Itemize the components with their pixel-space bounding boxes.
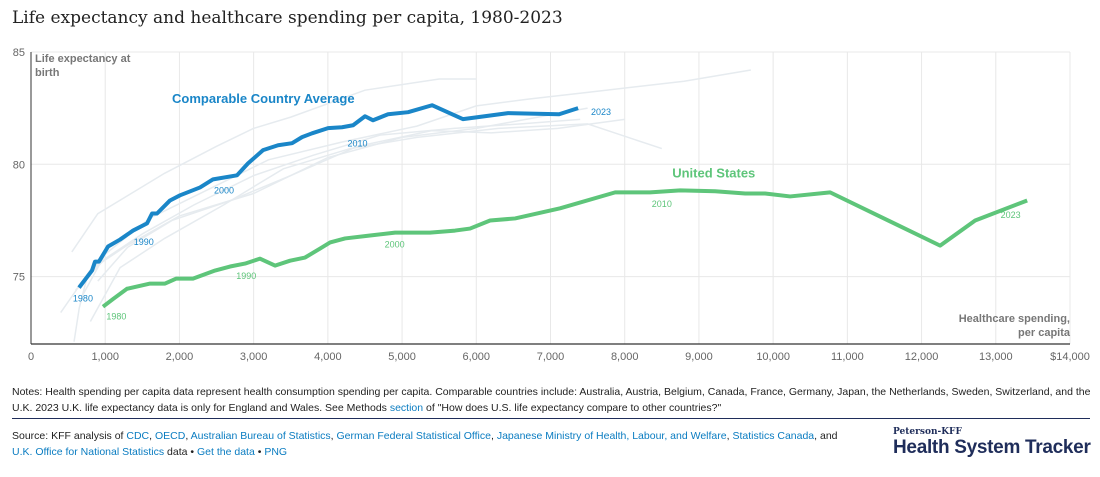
x-tick-label: $14,000: [1050, 351, 1090, 363]
source-link-japan-mhlw[interactable]: Japanese Ministry of Health, Labour, and…: [496, 430, 727, 442]
x-axis-title: Healthcare spending,: [959, 313, 1070, 325]
sep: ,: [490, 430, 497, 442]
x-tick-label: 2,000: [166, 351, 194, 363]
x-tick-label: 12,000: [905, 351, 939, 363]
y-tick-label: 75: [13, 272, 25, 284]
x-tick-label: 10,000: [756, 351, 790, 363]
comparable-country-line: [74, 118, 581, 291]
source: Source: KFF analysis of CDC, OECD, Austr…: [12, 428, 852, 460]
united-states-year-label: 2010: [652, 199, 672, 209]
united-states-year-label: 2000: [385, 239, 405, 249]
notes-text-end: of "How does U.S. life expectancy compar…: [423, 402, 722, 414]
united-states-label: United States: [672, 165, 755, 180]
united-states-year-label: 2023: [1001, 210, 1021, 220]
x-tick-label: 6,000: [463, 351, 491, 363]
comparable-country-average-year-label: 2023: [591, 107, 611, 117]
y-tick-label: 85: [13, 47, 25, 59]
comparable-country-line: [97, 118, 625, 282]
comparable-country-line: [71, 78, 477, 253]
united-states-year-label: 1990: [236, 271, 256, 281]
comparable-country-average-year-label: 1990: [134, 237, 154, 247]
x-tick-label: 8,000: [611, 351, 639, 363]
x-tick-label: 11,000: [831, 351, 864, 363]
get-the-data-link[interactable]: Get the data: [197, 446, 255, 458]
comparable-country-line: [89, 123, 663, 322]
comparable-country-average-label: Comparable Country Average: [172, 91, 355, 106]
line-chart: 0 1,000 2,000 3,000 4,000 5,000 6,000 7,000 8,00…: [13, 47, 1090, 363]
sep: ,: [726, 430, 733, 442]
source-prefix: Source: KFF analysis of: [12, 430, 127, 442]
y-axis-title: Life expectancy at: [35, 53, 131, 65]
comparable-country-average-year-label: 2000: [214, 186, 234, 196]
sep: ,: [185, 430, 191, 442]
divider: [12, 418, 1090, 419]
x-tick-label: 9,000: [685, 351, 713, 363]
comparable-country-average-year-label: 2010: [348, 138, 368, 148]
x-tick-label: 13,000: [979, 351, 1013, 363]
png-link[interactable]: PNG: [264, 446, 288, 458]
source-link-destatis[interactable]: German Federal Statistical Office: [336, 430, 491, 442]
united-states-year-label: 1980: [106, 311, 126, 321]
source-link-abs[interactable]: Australian Bureau of Statistics: [190, 430, 331, 442]
x-axis-title: per capita: [1018, 327, 1071, 339]
x-tick-label: 7,000: [537, 351, 565, 363]
sep: •: [254, 446, 265, 458]
comparable-country-average-line: [77, 103, 579, 289]
sep: data •: [164, 446, 197, 458]
source-link-statcan[interactable]: Statistics Canada: [732, 430, 815, 442]
united-states-line: [101, 188, 1028, 309]
x-tick-label: 4,000: [314, 351, 342, 363]
y-tick-label: 80: [13, 159, 25, 171]
logo: Peterson-KFF Health System Tracker: [893, 427, 1091, 459]
source-link-ons[interactable]: U.K. Office for National Statistics: [12, 446, 165, 458]
notes-text: Notes: Health spending per capita data r…: [12, 386, 1091, 414]
logo-small: Peterson-KFF: [893, 427, 962, 437]
logo-big: Health System Tracker: [893, 437, 1091, 458]
x-tick-label: 0: [28, 351, 34, 363]
sep: ,: [149, 430, 155, 442]
source-link-cdc[interactable]: CDC: [126, 430, 150, 442]
source-link-oecd[interactable]: OECD: [154, 430, 186, 442]
x-tick-label: 5,000: [388, 351, 416, 363]
sep: ,: [330, 430, 337, 442]
x-tick-label: 3,000: [240, 351, 268, 363]
methods-section-link[interactable]: section: [389, 402, 424, 414]
chart-title: Life expectancy and healthcare spending …: [12, 8, 563, 28]
comparable-country-line: [60, 107, 588, 313]
notes: Notes: Health spending per capita data r…: [12, 384, 1092, 416]
y-axis-title: birth: [35, 67, 60, 79]
comparable-country-average-year-label: 1980: [73, 293, 93, 303]
x-tick-label: 1,000: [91, 351, 119, 363]
sep: , and: [814, 430, 838, 442]
